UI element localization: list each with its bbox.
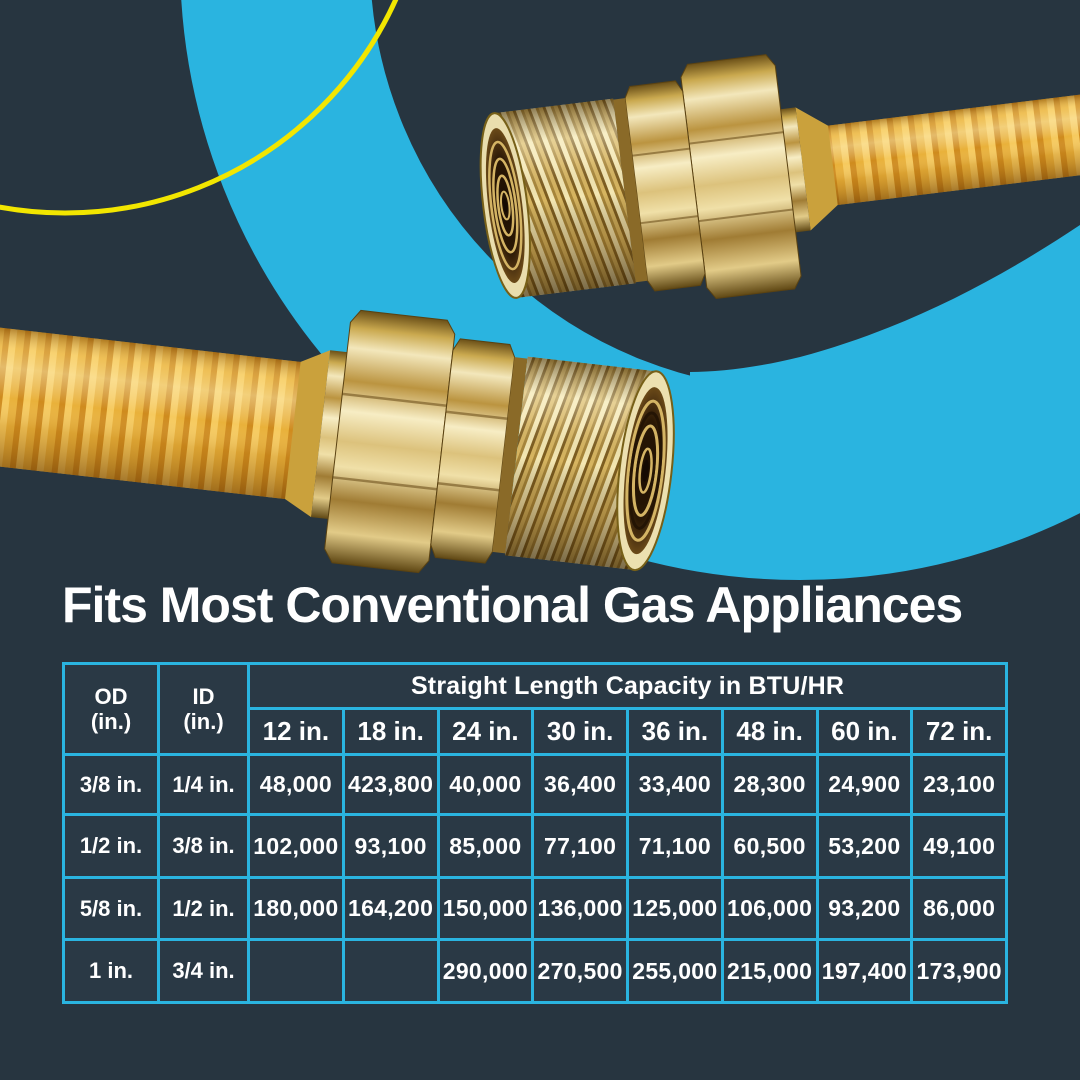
capacity-cell: 102,000 [247, 813, 345, 879]
hex-nut-small [430, 338, 516, 564]
length-header-30: 30 in. [531, 707, 629, 756]
capacity-cell: 86,000 [910, 876, 1009, 941]
capacity-cell: 24,900 [815, 753, 914, 816]
capacity-cell: 28,300 [720, 753, 819, 816]
capacity-cell: 33,400 [626, 753, 724, 816]
capacity-cell: 290,000 [436, 938, 535, 1004]
washer-ring [492, 357, 528, 554]
length-header-48: 48 in. [720, 707, 819, 756]
collar [311, 350, 348, 520]
hose-end-cone [285, 350, 331, 518]
washer-ring [613, 98, 648, 283]
capacity-cell: 136,000 [531, 876, 629, 941]
capacity-cell: 36,400 [531, 753, 629, 816]
capacity-cell: 53,200 [815, 813, 914, 879]
hose-corrugated [825, 76, 1080, 206]
od-cell: 3/8 in. [62, 753, 160, 816]
id-header-line1: ID [192, 683, 215, 709]
capacity-cell: 150,000 [436, 876, 535, 941]
header-row-lengths: 12 in. 18 in. 24 in. 30 in. 36 in. 48 in… [64, 707, 1009, 756]
length-header-36: 36 in. [626, 707, 724, 756]
cyan-ring-right [690, 225, 1080, 542]
header-row-top: OD (in.) ID (in.) Straight Length Capaci… [62, 662, 1009, 756]
capacity-cell: 93,100 [341, 813, 440, 879]
capacity-cell: 180,000 [247, 876, 345, 941]
capacity-cell: 255,000 [626, 938, 724, 1004]
capacity-cell: 106,000 [720, 876, 819, 941]
hose-corrugated [0, 321, 303, 500]
length-header-24: 24 in. [436, 707, 535, 756]
length-header-12: 12 in. [247, 707, 345, 756]
id-cell: 1/4 in. [157, 753, 250, 816]
collar [780, 107, 811, 233]
od-cell: 1/2 in. [62, 813, 160, 879]
capacity-cell: 125,000 [626, 876, 724, 941]
capacity-cell: 173,900 [910, 938, 1009, 1004]
capacity-cell: 270,500 [531, 938, 629, 1004]
page-title: Fits Most Conventional Gas Appliances [62, 577, 963, 633]
od-header: OD (in.) [62, 662, 160, 756]
table-row: 5/8 in. 1/2 in. 180,000 164,200 150,000 … [62, 876, 1009, 941]
capacity-cell: 423,800 [341, 753, 440, 816]
decorative-shapes [0, 0, 1080, 580]
table-row: 1/2 in. 3/8 in. 102,000 93,100 85,000 77… [62, 813, 1009, 879]
id-header-line2: (in.) [183, 709, 224, 734]
capacity-cell: 77,100 [531, 813, 629, 879]
id-cell: 1/2 in. [157, 876, 250, 941]
length-header-18: 18 in. [341, 707, 440, 756]
id-cell: 3/8 in. [157, 813, 250, 879]
hex-nut-large [324, 309, 456, 574]
gas-connector-lower [0, 309, 675, 574]
yellow-circle-outline [0, 0, 399, 216]
capacity-cell: 40,000 [436, 753, 535, 816]
capacity-cell: 164,200 [341, 876, 440, 941]
capacity-cell: 71,100 [626, 813, 724, 879]
capacity-cell: 93,200 [815, 876, 914, 941]
length-header-60: 60 in. [815, 707, 914, 756]
capacity-cell-empty [341, 938, 440, 1004]
capacity-cell: 215,000 [720, 938, 819, 1004]
table-row: 1 in. 3/4 in. 290,000 270,500 255,000 21… [62, 938, 1009, 1004]
capacity-cell: 23,100 [910, 753, 1009, 816]
capacity-cell-empty [247, 938, 345, 1004]
id-cell: 3/4 in. [157, 938, 250, 1004]
od-cell: 1 in. [62, 938, 160, 1004]
capacity-table: OD (in.) ID (in.) Straight Length Capaci… [62, 662, 1009, 1004]
capacity-cell: 85,000 [436, 813, 535, 879]
length-header-72: 72 in. [910, 707, 1009, 756]
od-cell: 5/8 in. [62, 876, 160, 941]
gas-connector-upper [479, 54, 1080, 300]
capacity-cell: 60,500 [720, 813, 819, 879]
capacity-span-header: Straight Length Capacity in BTU/HR [246, 662, 1009, 710]
capacity-cell: 197,400 [815, 938, 914, 1004]
od-header-line2: (in.) [90, 709, 132, 734]
id-header: ID (in.) [157, 662, 250, 756]
hex-nut-large [680, 54, 802, 300]
hose-end-cone [795, 107, 838, 231]
hex-nut-small [624, 80, 706, 292]
threaded-end [505, 356, 675, 572]
table-row: 3/8 in. 1/4 in. 48,000 423,800 40,000 36… [62, 753, 1009, 816]
threaded-end [479, 98, 636, 299]
capacity-cell: 48,000 [247, 753, 345, 816]
od-header-line1: OD [94, 683, 128, 709]
capacity-cell: 49,100 [910, 813, 1009, 879]
